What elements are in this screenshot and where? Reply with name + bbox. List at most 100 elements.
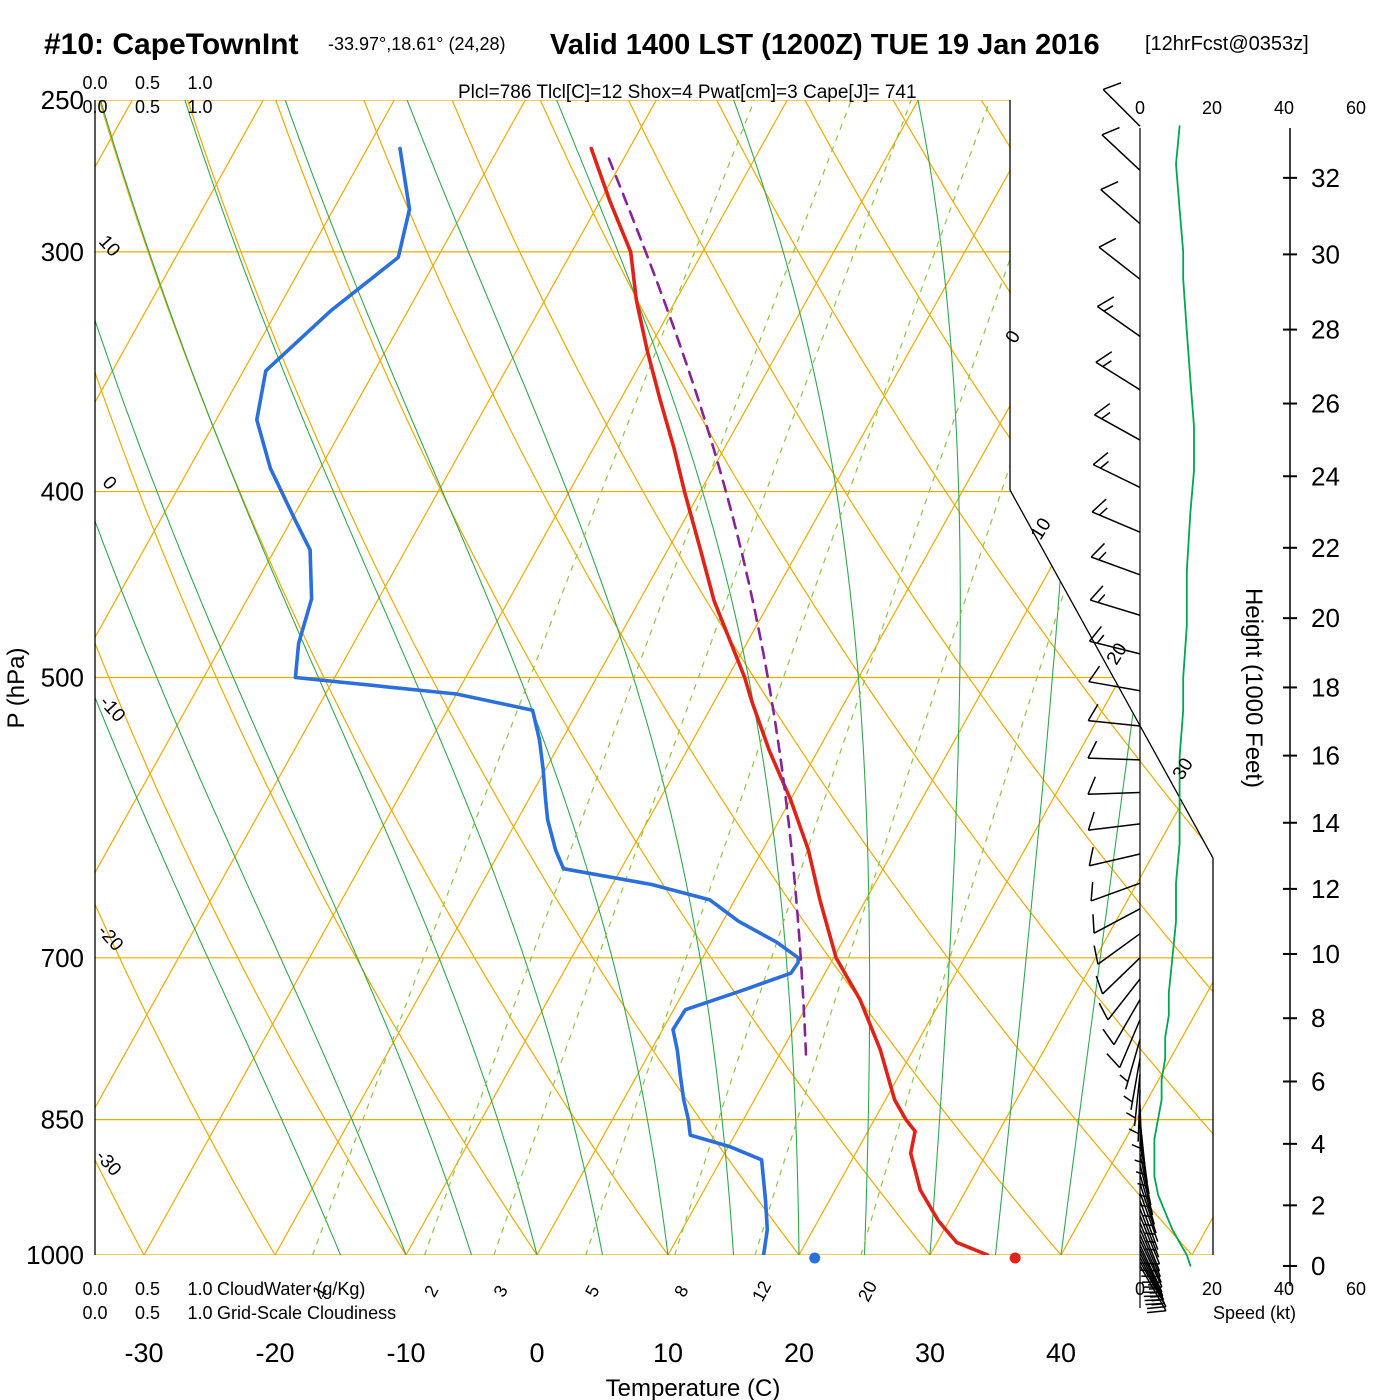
- barb-full: [1100, 181, 1119, 191]
- wind-barb: [1089, 585, 1141, 616]
- barb-half: [1145, 1248, 1156, 1251]
- wind-barb-staff: [1088, 719, 1141, 727]
- barb-full: [1147, 1310, 1167, 1314]
- pressure-tick-label: 400: [41, 477, 84, 507]
- wind-barb-staff: [1088, 757, 1141, 761]
- barb-full: [1089, 585, 1104, 601]
- cloudiness-scale-top-label: 0.5: [135, 97, 160, 117]
- speed-scale-bottom-label: 0: [1135, 1279, 1145, 1299]
- barb-full: [1098, 237, 1117, 248]
- barb-half: [1126, 1112, 1136, 1119]
- height-tick-label: 24: [1311, 461, 1340, 491]
- barb-full: [1092, 451, 1109, 466]
- wind-barb: [1139, 1215, 1161, 1265]
- mixing-ratio-line: [674, 100, 1067, 1255]
- cloudwater-scale-bottom-label: 1.0: [187, 1279, 212, 1299]
- temp-tick-label: 0: [529, 1338, 544, 1368]
- wind-barb: [1090, 542, 1141, 576]
- isotherm-line: [95, 100, 526, 1255]
- cloudiness-scale-bottom-label: 1.0: [187, 1303, 212, 1323]
- temp-tick-label: 10: [653, 1338, 683, 1368]
- barb-half: [1128, 1128, 1139, 1135]
- height-tick-label: 30: [1311, 239, 1340, 269]
- barb-full: [1094, 402, 1111, 416]
- speed-scale-bottom-label: 40: [1274, 1279, 1294, 1299]
- dry-adiabat-line: [95, 100, 538, 1255]
- wind-barb-staff: [1139, 1215, 1161, 1265]
- wind-barb: [1131, 1104, 1143, 1157]
- wind-barb: [1139, 1228, 1162, 1278]
- dry-adiabat-line: [275, 100, 931, 1255]
- surface-dewpoint-dot: [809, 1252, 821, 1264]
- grid-layer: [95, 100, 1213, 1255]
- moist-adiabat-line: [556, 100, 800, 1255]
- wind-barb: [1139, 1222, 1161, 1272]
- wind-barb: [1119, 1039, 1141, 1090]
- height-tick-label: 4: [1311, 1129, 1325, 1159]
- wind-barb: [1128, 1089, 1141, 1142]
- height-tick-label: 6: [1311, 1066, 1325, 1096]
- moist-adiabat-line: [95, 100, 473, 1255]
- dry-adiabat-line: [1156, 100, 1213, 1255]
- barb-half: [1102, 360, 1112, 368]
- moist-adiabat-line: [284, 100, 669, 1255]
- dewpoint-curve: [254, 146, 801, 1255]
- height-axis-label: Height (1000 Feet): [1240, 588, 1267, 788]
- speed-scale-top-label: 20: [1202, 98, 1222, 118]
- wind-barb-staff: [1095, 361, 1141, 391]
- barb-full: [1106, 1053, 1121, 1069]
- wind-barb-staff: [1102, 88, 1141, 127]
- barb-half: [1097, 594, 1106, 603]
- height-tick-label: 12: [1311, 874, 1340, 904]
- barb-half: [1099, 460, 1110, 469]
- wind-barb: [1092, 451, 1141, 489]
- barb-full: [1088, 665, 1101, 683]
- plot-right-border: [1009, 100, 1214, 1255]
- barb-full: [1093, 945, 1099, 965]
- pressure-tick-label: 1000: [26, 1240, 84, 1270]
- wind-barb-staff: [1107, 978, 1141, 1021]
- wind-barb: [1087, 703, 1141, 727]
- moist-adiabat-line: [917, 100, 961, 1255]
- speed-profile-line: [1153, 125, 1195, 1267]
- wind-barb: [1096, 296, 1141, 337]
- wind-barb: [1139, 1192, 1159, 1242]
- height-tick-label: 8: [1311, 1003, 1325, 1033]
- dry-adiabat-label: -10: [95, 692, 129, 726]
- wind-barb-staff: [1089, 853, 1141, 867]
- cloudwater-scale-top-label: 1.0: [187, 73, 212, 93]
- barb-full: [1088, 846, 1094, 866]
- barb-half: [1141, 1214, 1153, 1218]
- forecast-tag: [12hrFcst@0353z]: [1145, 33, 1309, 55]
- barb-half: [1096, 634, 1105, 644]
- barb-half: [1144, 1232, 1156, 1235]
- station-coords: -33.97°,18.61° (24,28): [328, 34, 506, 54]
- wind-barb: [1139, 1164, 1154, 1216]
- temp-tick-label: 30: [915, 1338, 945, 1368]
- dry-adiabat-line: [627, 100, 1213, 1255]
- dry-adiabat-line: [95, 100, 407, 1255]
- wind-barb-staff: [1139, 1222, 1161, 1272]
- wind-barb-staff: [1097, 933, 1141, 965]
- isotherm-label: 30: [1169, 755, 1198, 784]
- barb-full: [1102, 1028, 1115, 1046]
- barb-half: [1134, 1159, 1145, 1165]
- mixing-ratio-line: [754, 100, 1136, 1255]
- wind-barb-staff: [1118, 1019, 1141, 1068]
- wind-barb: [1094, 402, 1141, 441]
- barb-full: [1101, 126, 1120, 136]
- station-title: #10: CapeTownInt: [44, 28, 298, 61]
- wind-barb-staff: [1090, 882, 1141, 902]
- moist-adiabat-line: [184, 100, 604, 1255]
- moist-adiabat-line: [733, 100, 871, 1255]
- barb-half: [1098, 551, 1107, 561]
- temp-tick-label: -30: [124, 1338, 163, 1368]
- height-tick-label: 20: [1311, 603, 1340, 633]
- wind-barb: [1090, 881, 1141, 902]
- barb-full: [1087, 811, 1095, 831]
- temperature-curve: [589, 146, 990, 1255]
- height-tick-label: 18: [1311, 672, 1340, 702]
- barb-full: [1147, 1305, 1167, 1310]
- barb-full: [1145, 1302, 1165, 1306]
